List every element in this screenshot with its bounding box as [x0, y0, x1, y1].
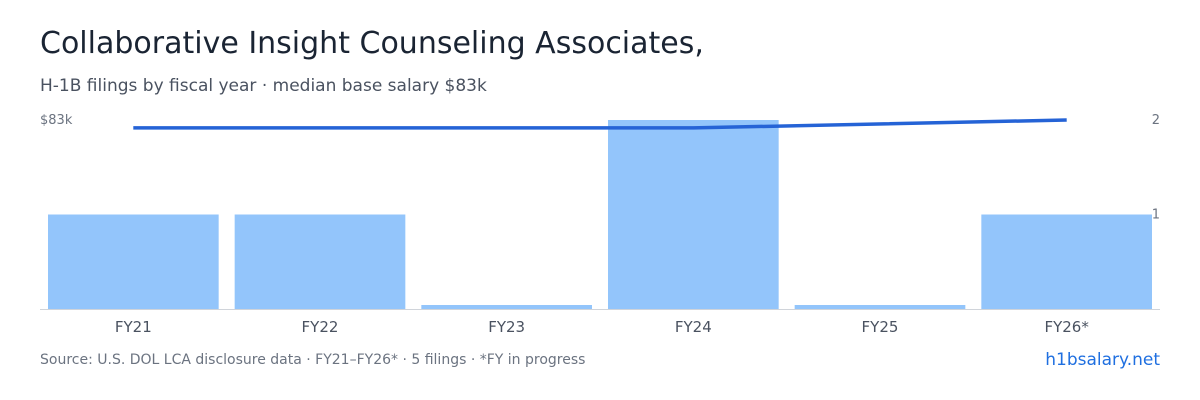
x-tick-label: FY23 [488, 318, 525, 336]
x-tick-label: FY25 [862, 318, 899, 336]
bar-fy23 [421, 305, 592, 309]
brand-link[interactable]: h1bsalary.net [1045, 350, 1160, 370]
right-axis-tick-label: 1 [1152, 208, 1160, 223]
chart-title: Collaborative Insight Counseling Associa… [40, 26, 704, 61]
bar-fy25 [794, 305, 966, 309]
axis-layer: $83k [40, 113, 1160, 310]
bar-fy22 [234, 214, 406, 309]
bar-fy26 [981, 214, 1152, 309]
x-tick-label: FY22 [302, 318, 339, 336]
bars-layer [48, 120, 1152, 309]
source-note: Source: U.S. DOL LCA disclosure data · F… [40, 352, 586, 368]
right-axis-tick-label: 2 [1152, 113, 1160, 128]
x-tick-label: FY24 [675, 318, 712, 336]
x-tick-layer: FY21 FY22 FY23 FY24 FY25 FY26* [115, 318, 1089, 336]
x-tick-label: FY21 [115, 318, 152, 336]
x-tick-label: FY26* [1044, 318, 1089, 336]
right-tick-layer: 12 [1152, 113, 1160, 223]
bar-fy21 [48, 214, 219, 309]
line-layer [133, 118, 1067, 130]
left-axis-tick-label: $83k [40, 113, 73, 128]
median-salary-line [133, 118, 1067, 130]
bar-fy24 [608, 120, 779, 309]
chart-subtitle: H-1B filings by fiscal year · median bas… [40, 76, 487, 96]
